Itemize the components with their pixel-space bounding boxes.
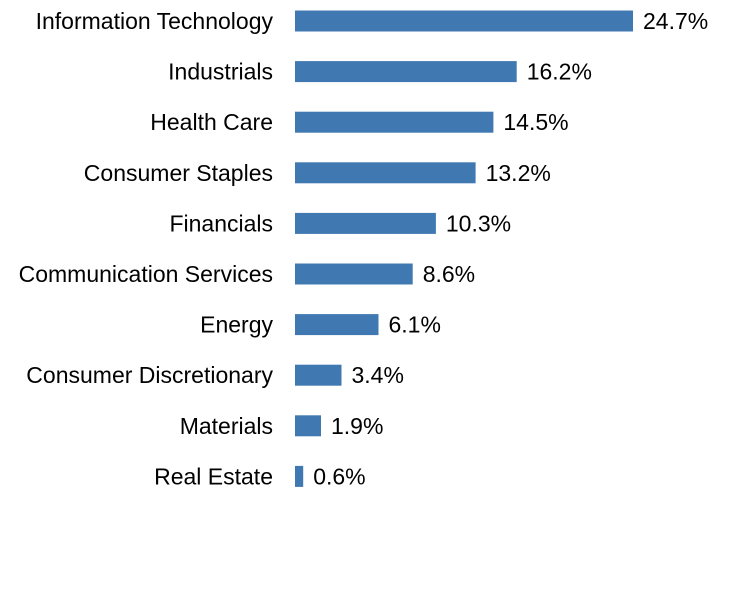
value-labels: 24.7% 16.2% 14.5% 13.2% 10.3% 8.6% 6.1% 3.4% 1.9… (313, 8, 708, 489)
value-label-consumer-discretionary: 3.4% (352, 362, 404, 388)
bar-financials (295, 212, 436, 234)
value-label-consumer-staples: 13.2% (486, 160, 551, 186)
bar-communication-services (295, 263, 413, 285)
value-label-energy: 6.1% (389, 312, 441, 338)
bar-consumer-discretionary (295, 364, 342, 386)
category-labels: Information Technology Industrials Health … (19, 8, 274, 489)
category-label-financials: Financials (169, 210, 273, 236)
category-label-energy: Energy (200, 312, 273, 338)
value-label-communication-services: 8.6% (423, 261, 475, 287)
category-label-industrials: Industrials (168, 59, 273, 85)
category-label-materials: Materials (180, 413, 273, 439)
value-label-health-care: 14.5% (503, 109, 568, 135)
category-label-consumer-staples: Consumer Staples (84, 160, 273, 186)
value-label-real-estate: 0.6% (313, 463, 365, 489)
bar-materials (295, 415, 321, 437)
category-label-communication-services: Communication Services (19, 261, 273, 287)
bar-industrials (295, 61, 517, 83)
category-label-real-estate: Real Estate (154, 463, 273, 489)
category-label-consumer-discretionary: Consumer Discretionary (26, 362, 273, 388)
bar-real-estate (295, 465, 304, 487)
value-label-information-technology: 24.7% (643, 8, 708, 34)
value-label-financials: 10.3% (446, 210, 511, 236)
category-label-information-technology: Information Technology (36, 8, 274, 34)
bar-energy (295, 314, 379, 336)
category-label-health-care: Health Care (150, 109, 273, 135)
bar-consumer-staples (295, 162, 476, 184)
bar-health-care (295, 111, 494, 133)
bars-layer (295, 10, 633, 487)
bar-information-technology (295, 10, 633, 32)
value-label-industrials: 16.2% (527, 59, 592, 85)
value-label-materials: 1.9% (331, 413, 383, 439)
